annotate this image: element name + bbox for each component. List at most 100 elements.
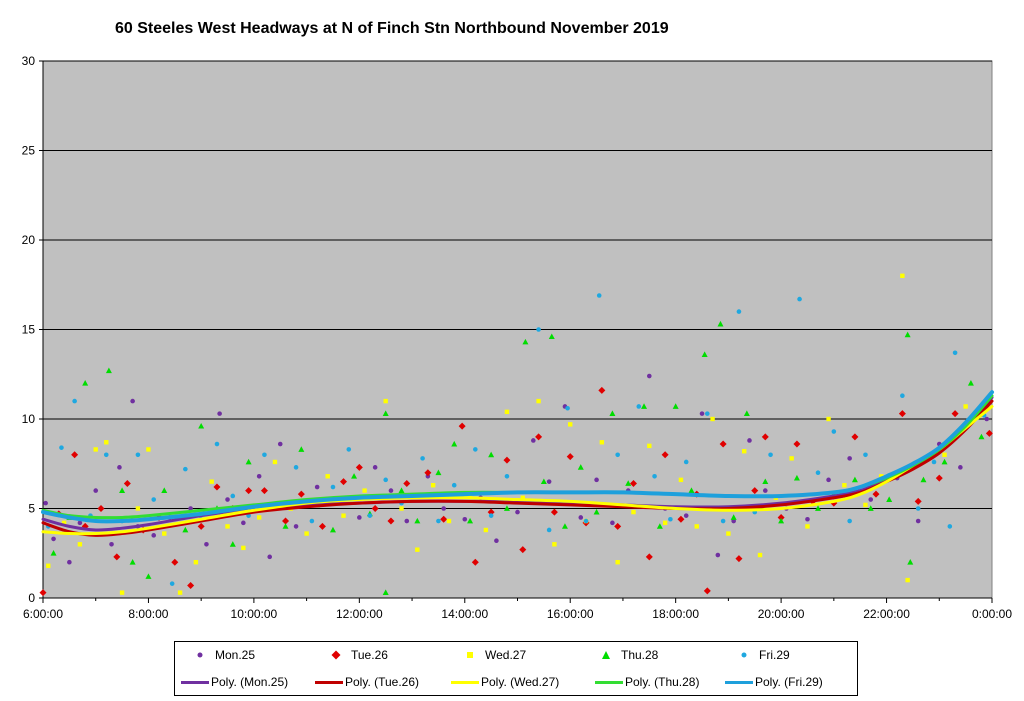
data-point (952, 350, 958, 356)
data-point (503, 505, 510, 511)
legend-item-poly-fri29: Poly. (Fri.29) (725, 673, 823, 691)
x-tick-label: 20:00:00 (758, 607, 805, 621)
data-point (473, 447, 478, 452)
data-point (915, 506, 921, 511)
data-point (694, 524, 699, 529)
data-point (59, 445, 64, 450)
data-point (900, 393, 905, 399)
data-point (355, 463, 363, 471)
data-point (50, 550, 57, 556)
data-point (204, 542, 209, 547)
data-point (309, 518, 315, 524)
legend-item-tue26: Tue.26 (325, 646, 388, 664)
data-point (197, 522, 205, 530)
data-point (751, 487, 759, 495)
data-point (451, 482, 457, 488)
data-point (914, 497, 922, 505)
data-point (403, 479, 411, 487)
data-point (241, 520, 246, 526)
data-point (367, 513, 373, 518)
data-point (245, 458, 252, 465)
data-point (904, 331, 911, 338)
legend-item-fri29: Fri.29 (733, 646, 790, 664)
data-point (183, 466, 188, 472)
data-point (565, 405, 570, 411)
y-tick-label: 30 (22, 54, 36, 68)
data-point (441, 506, 446, 511)
data-point (72, 398, 77, 404)
data-point (198, 422, 205, 429)
data-point (805, 524, 810, 529)
data-point (552, 542, 557, 547)
data-point (920, 476, 927, 483)
data-point (82, 380, 89, 386)
data-point (540, 478, 547, 485)
data-point (645, 553, 653, 561)
data-point (471, 558, 479, 566)
legend-label: Tue.26 (351, 648, 388, 662)
data-point (677, 515, 685, 523)
data-point (900, 273, 905, 278)
legend-label: Poly. (Fri.29) (755, 675, 823, 689)
data-point (905, 577, 910, 583)
data-point (847, 456, 852, 461)
data-point (596, 293, 602, 298)
legend-line-swatch (315, 680, 343, 684)
legend-line-swatch (595, 680, 623, 684)
data-point (522, 338, 529, 345)
data-point (277, 441, 283, 447)
data-point (494, 538, 499, 544)
data-point (647, 443, 652, 449)
data-point (399, 506, 404, 511)
data-point (325, 474, 330, 479)
data-point (548, 333, 555, 340)
x-tick-label: 12:00:00 (336, 607, 383, 621)
data-point (104, 440, 109, 445)
data-point (614, 522, 622, 530)
data-point (536, 327, 541, 332)
data-point (625, 480, 632, 486)
data-point (668, 516, 673, 522)
data-point (113, 553, 121, 561)
data-point (761, 433, 769, 441)
data-point (594, 477, 599, 483)
data-point (762, 478, 769, 485)
data-point (341, 513, 346, 518)
data-point (440, 515, 448, 523)
data-point (424, 469, 432, 477)
data-point (398, 487, 405, 493)
data-point (130, 398, 135, 404)
data-point (117, 465, 122, 470)
data-point (404, 518, 410, 524)
data-point (546, 479, 552, 484)
data-point (382, 589, 389, 596)
data-point (260, 487, 268, 495)
legend-line-swatch (725, 680, 753, 684)
data-point (145, 573, 152, 579)
data-point (382, 410, 389, 417)
data-point (915, 518, 921, 524)
legend-marker-circle-icon (189, 651, 211, 659)
data-point (503, 456, 511, 464)
data-point (420, 456, 425, 461)
legend-item-poly-mon25: Poly. (Mon.25) (181, 673, 288, 691)
data-point (51, 536, 56, 542)
axes (42, 61, 993, 603)
data-point (863, 452, 868, 458)
data-point (531, 438, 536, 443)
data-point (304, 531, 309, 536)
data-point (678, 477, 684, 483)
data-point (815, 505, 822, 511)
data-point (851, 476, 858, 483)
data-point (879, 474, 884, 479)
data-point (717, 320, 724, 327)
x-tick-label: 8:00:00 (128, 607, 168, 621)
data-point (436, 518, 441, 524)
data-point (578, 515, 584, 520)
data-point (230, 493, 236, 499)
data-point (151, 533, 157, 538)
data-point (963, 404, 968, 409)
data-point (446, 518, 452, 524)
data-point (362, 488, 367, 493)
